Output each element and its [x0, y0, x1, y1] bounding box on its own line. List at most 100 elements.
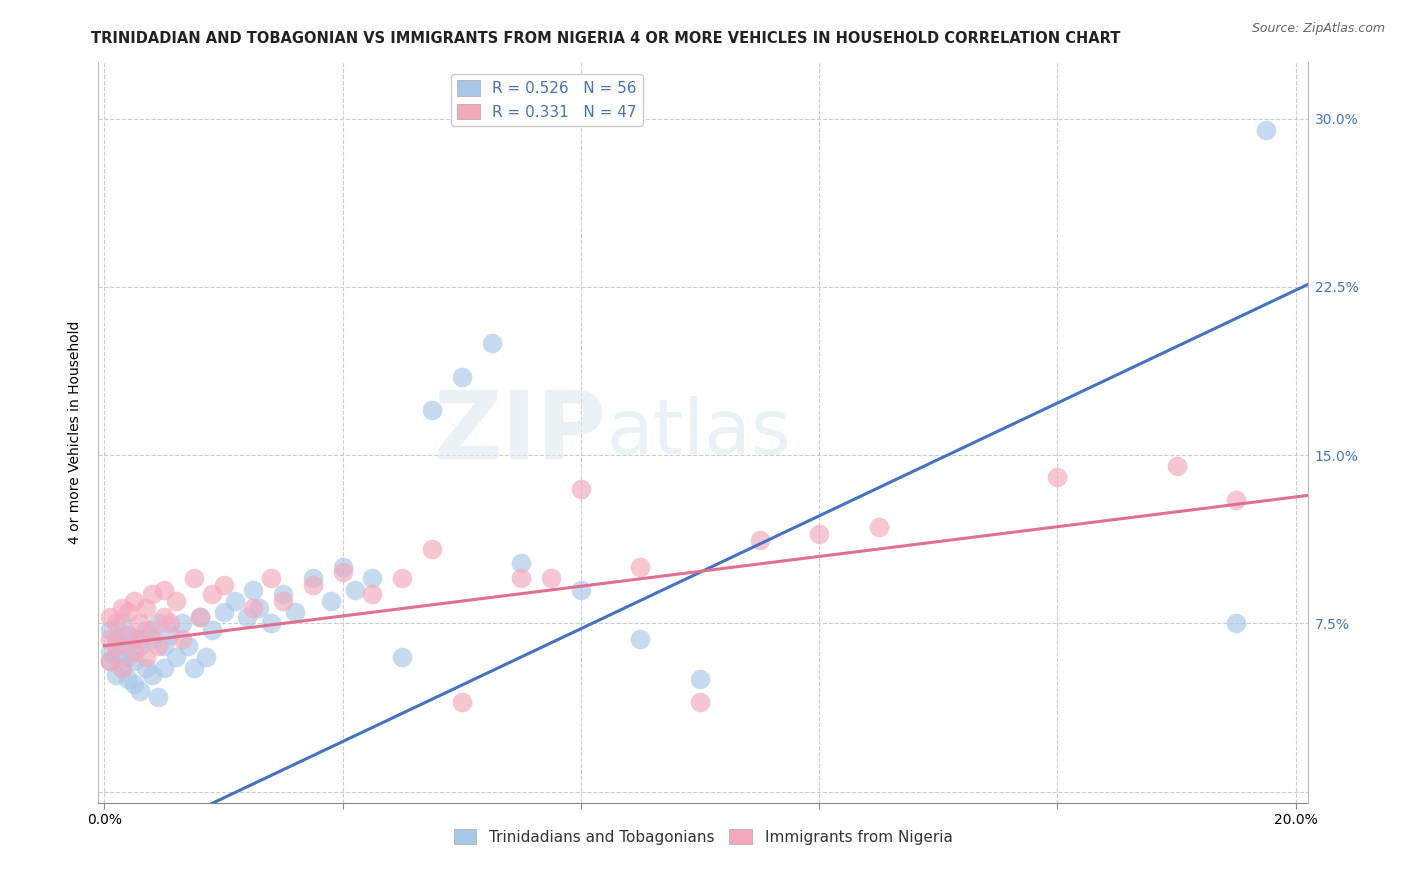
Point	[105, 616, 128, 631]
Point	[165, 650, 187, 665]
Point	[170, 632, 193, 646]
Point	[302, 578, 325, 592]
Point	[159, 627, 181, 641]
Point	[481, 335, 503, 350]
Point	[146, 639, 169, 653]
Point	[122, 677, 145, 691]
Point	[129, 639, 152, 653]
Point	[117, 627, 139, 641]
Point	[260, 616, 283, 631]
Point	[242, 582, 264, 597]
Point	[569, 482, 592, 496]
Point	[1225, 492, 1247, 507]
Point	[361, 587, 384, 601]
Point	[510, 571, 533, 585]
Y-axis label: 4 or more Vehicles in Household: 4 or more Vehicles in Household	[69, 321, 83, 544]
Point	[153, 661, 176, 675]
Point	[420, 403, 443, 417]
Point	[111, 661, 134, 675]
Text: Source: ZipAtlas.com: Source: ZipAtlas.com	[1251, 22, 1385, 36]
Point	[117, 673, 139, 687]
Point	[153, 582, 176, 597]
Point	[111, 616, 134, 631]
Point	[188, 609, 211, 624]
Legend: Trinidadians and Tobagonians, Immigrants from Nigeria: Trinidadians and Tobagonians, Immigrants…	[447, 822, 959, 851]
Point	[183, 571, 205, 585]
Point	[868, 520, 890, 534]
Point	[271, 594, 294, 608]
Point	[165, 594, 187, 608]
Point	[105, 668, 128, 682]
Point	[630, 632, 652, 646]
Point	[212, 578, 235, 592]
Point	[177, 639, 200, 653]
Point	[450, 369, 472, 384]
Point	[260, 571, 283, 585]
Point	[332, 565, 354, 579]
Point	[98, 623, 121, 637]
Point	[146, 616, 169, 631]
Point	[183, 661, 205, 675]
Point	[302, 571, 325, 585]
Point	[153, 609, 176, 624]
Point	[98, 609, 121, 624]
Point	[332, 560, 354, 574]
Point	[391, 571, 413, 585]
Point	[1254, 122, 1277, 136]
Point	[748, 533, 770, 548]
Point	[569, 582, 592, 597]
Point	[361, 571, 384, 585]
Point	[391, 650, 413, 665]
Text: TRINIDADIAN AND TOBAGONIAN VS IMMIGRANTS FROM NIGERIA 4 OR MORE VEHICLES IN HOUS: TRINIDADIAN AND TOBAGONIAN VS IMMIGRANTS…	[91, 31, 1121, 46]
Point	[105, 632, 128, 646]
Point	[194, 650, 217, 665]
Point	[689, 673, 711, 687]
Point	[343, 582, 366, 597]
Point	[129, 683, 152, 698]
Point	[271, 587, 294, 601]
Point	[153, 639, 176, 653]
Point	[135, 600, 157, 615]
Point	[224, 594, 246, 608]
Point	[236, 609, 259, 624]
Point	[319, 594, 342, 608]
Point	[129, 616, 152, 631]
Point	[98, 645, 121, 659]
Point	[122, 655, 145, 669]
Point	[170, 616, 193, 631]
Point	[135, 650, 157, 665]
Point	[98, 632, 121, 646]
Point	[141, 668, 163, 682]
Point	[200, 587, 222, 601]
Point	[111, 600, 134, 615]
Point	[159, 616, 181, 631]
Point	[122, 645, 145, 659]
Point	[105, 650, 128, 665]
Point	[129, 632, 152, 646]
Point	[117, 650, 139, 665]
Point	[122, 594, 145, 608]
Text: ZIP: ZIP	[433, 386, 606, 479]
Point	[540, 571, 562, 585]
Point	[808, 526, 831, 541]
Point	[284, 605, 307, 619]
Point	[122, 632, 145, 646]
Point	[510, 556, 533, 570]
Point	[98, 655, 121, 669]
Point	[135, 623, 157, 637]
Point	[111, 661, 134, 675]
Point	[141, 587, 163, 601]
Point	[188, 609, 211, 624]
Point	[242, 600, 264, 615]
Point	[630, 560, 652, 574]
Point	[117, 627, 139, 641]
Point	[105, 639, 128, 653]
Point	[1046, 470, 1069, 484]
Point	[689, 695, 711, 709]
Point	[111, 639, 134, 653]
Text: atlas: atlas	[606, 396, 792, 469]
Point	[200, 623, 222, 637]
Point	[135, 661, 157, 675]
Point	[117, 605, 139, 619]
Point	[98, 655, 121, 669]
